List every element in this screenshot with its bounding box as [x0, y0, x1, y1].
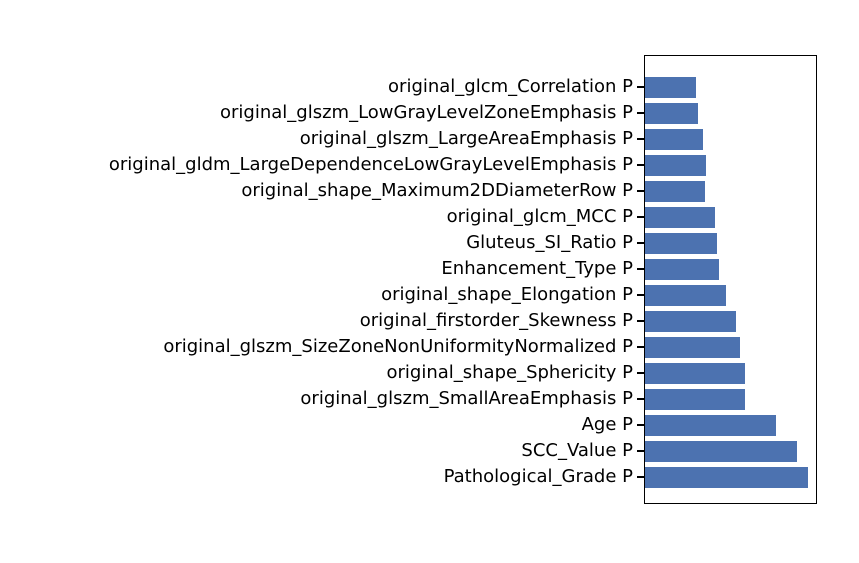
y-tick-label: original_glszm_LargeAreaEmphasis P — [299, 128, 633, 150]
y-tick-mark — [637, 190, 644, 193]
y-tick-mark — [637, 294, 644, 297]
y-tick-label: original_firstorder_Skewness P — [359, 310, 633, 332]
y-tick-label: original_shape_Sphericity P — [386, 362, 633, 384]
y-tick-label: original_glszm_LowGrayLevelZoneEmphasis … — [220, 102, 633, 124]
y-tick-mark — [637, 242, 644, 245]
y-tick-label: Pathological_Grade P — [443, 466, 633, 488]
y-tick-label: original_shape_Maximum2DDiameterRow P — [241, 180, 633, 202]
y-tick-label: original_gldm_LargeDependenceLowGrayLeve… — [108, 154, 633, 176]
y-tick-mark — [637, 86, 644, 88]
y-tick-mark — [637, 138, 644, 141]
bar-5 — [644, 180, 705, 202]
bar-8 — [644, 258, 719, 280]
y-tick-label: original_shape_Elongation P — [381, 284, 633, 306]
y-tick-label: original_glcm_MCC P — [446, 206, 633, 228]
y-tick-mark — [637, 216, 644, 219]
bar-9 — [644, 284, 726, 306]
y-tick-mark — [637, 372, 644, 375]
bar-1 — [644, 76, 696, 98]
bar-2 — [644, 102, 698, 124]
y-tick-mark — [637, 450, 644, 453]
y-tick-label: Age P — [581, 414, 633, 436]
bar-12 — [644, 362, 745, 384]
bar-11 — [644, 336, 740, 358]
y-tick-mark — [637, 424, 644, 427]
y-tick-mark — [637, 346, 644, 349]
y-tick-mark — [637, 320, 644, 323]
y-tick-label: original_glszm_SmallAreaEmphasis P — [300, 388, 633, 410]
bar-7 — [644, 232, 717, 254]
bar-10 — [644, 310, 736, 332]
y-tick-mark — [637, 112, 644, 115]
bar-15 — [644, 440, 797, 462]
y-tick-mark — [637, 398, 644, 401]
y-tick-label: SCC_Value P — [521, 440, 633, 462]
bar-16 — [644, 466, 808, 488]
y-tick-label: Enhancement_Type P — [441, 258, 633, 280]
y-tick-mark — [637, 476, 644, 479]
bar-3 — [644, 128, 703, 150]
y-tick-label: Gluteus_SI_Ratio P — [466, 232, 633, 254]
y-tick-mark — [637, 268, 644, 271]
bar-13 — [644, 388, 745, 410]
bar-4 — [644, 154, 706, 176]
y-tick-label: original_glszm_SizeZoneNonUniformityNorm… — [163, 336, 633, 358]
bar-6 — [644, 206, 715, 228]
bar-14 — [644, 414, 776, 436]
y-tick-label: original_glcm_Correlation P — [388, 76, 633, 97]
y-tick-mark — [637, 164, 644, 167]
